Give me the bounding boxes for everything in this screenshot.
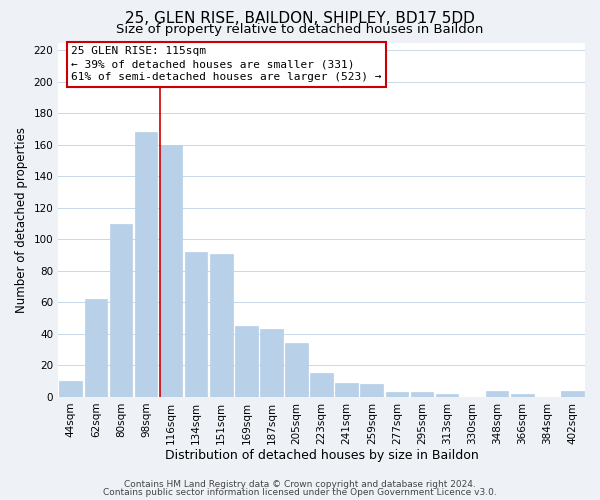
Bar <box>110 224 132 397</box>
X-axis label: Distribution of detached houses by size in Baildon: Distribution of detached houses by size … <box>165 450 478 462</box>
Bar <box>285 344 308 397</box>
Bar <box>85 300 107 397</box>
Text: 25, GLEN RISE, BAILDON, SHIPLEY, BD17 5DD: 25, GLEN RISE, BAILDON, SHIPLEY, BD17 5D… <box>125 11 475 26</box>
Text: Contains HM Land Registry data © Crown copyright and database right 2024.: Contains HM Land Registry data © Crown c… <box>124 480 476 489</box>
Bar <box>59 381 82 397</box>
Bar <box>410 392 433 397</box>
Y-axis label: Number of detached properties: Number of detached properties <box>15 126 28 312</box>
Bar <box>185 252 208 397</box>
Bar <box>260 329 283 397</box>
Text: Contains public sector information licensed under the Open Government Licence v3: Contains public sector information licen… <box>103 488 497 497</box>
Bar <box>134 132 157 397</box>
Bar <box>310 374 333 397</box>
Bar <box>386 392 408 397</box>
Bar <box>511 394 533 397</box>
Bar <box>561 390 584 397</box>
Bar <box>335 383 358 397</box>
Bar <box>436 394 458 397</box>
Bar <box>486 390 508 397</box>
Bar <box>235 326 257 397</box>
Bar <box>160 145 182 397</box>
Text: 25 GLEN RISE: 115sqm
← 39% of detached houses are smaller (331)
61% of semi-deta: 25 GLEN RISE: 115sqm ← 39% of detached h… <box>71 46 382 82</box>
Bar <box>210 254 233 397</box>
Bar <box>361 384 383 397</box>
Text: Size of property relative to detached houses in Baildon: Size of property relative to detached ho… <box>116 24 484 36</box>
